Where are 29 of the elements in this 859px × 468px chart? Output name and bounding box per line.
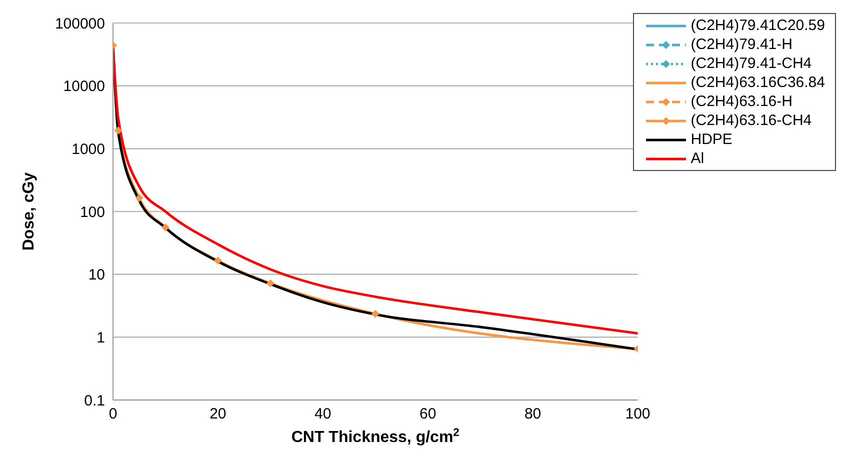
y-tick-label: 100 — [80, 204, 105, 221]
point — [266, 279, 274, 288]
y-tick-label: 10000 — [63, 78, 105, 96]
x-tick-label: 80 — [524, 406, 542, 423]
point — [371, 310, 380, 318]
y-tick-label: 10 — [88, 266, 105, 284]
legend-label: HDPE — [690, 131, 732, 148]
y-tick-label: 0.1 — [84, 392, 105, 410]
legend-label: Al — [690, 150, 704, 167]
point — [135, 194, 144, 202]
x-tick-label: 100 — [625, 406, 650, 423]
x-tick-label: 40 — [314, 406, 332, 423]
point — [214, 256, 222, 265]
y-tick-label: 100000 — [54, 15, 105, 32]
legend-label: (C2H4)63.16-H — [690, 93, 792, 110]
legend-label: (C2H4)63.16C36.84 — [690, 74, 825, 91]
x-axis-title: CNT Thickness, g/cm$^{2}$ — [291, 427, 460, 446]
point — [114, 126, 122, 134]
point — [161, 223, 170, 232]
legend-label: (C2H4)79.41-CH4 — [690, 55, 812, 72]
y-tick-label: 1 — [96, 329, 105, 346]
y-axis-title: Dose, cGy — [20, 172, 38, 251]
x-tick-label: 0 — [108, 406, 118, 423]
y-tick-label: 1000 — [72, 140, 105, 158]
legend-label: (C2H4)79.41-H — [690, 36, 792, 53]
legend-label: (C2H4)63.16-CH4 — [690, 112, 812, 129]
x-tick-label: 60 — [420, 406, 436, 423]
legend-label: (C2H4)79.41C20.59 — [690, 17, 825, 34]
x-tick-label: 20 — [210, 406, 226, 423]
